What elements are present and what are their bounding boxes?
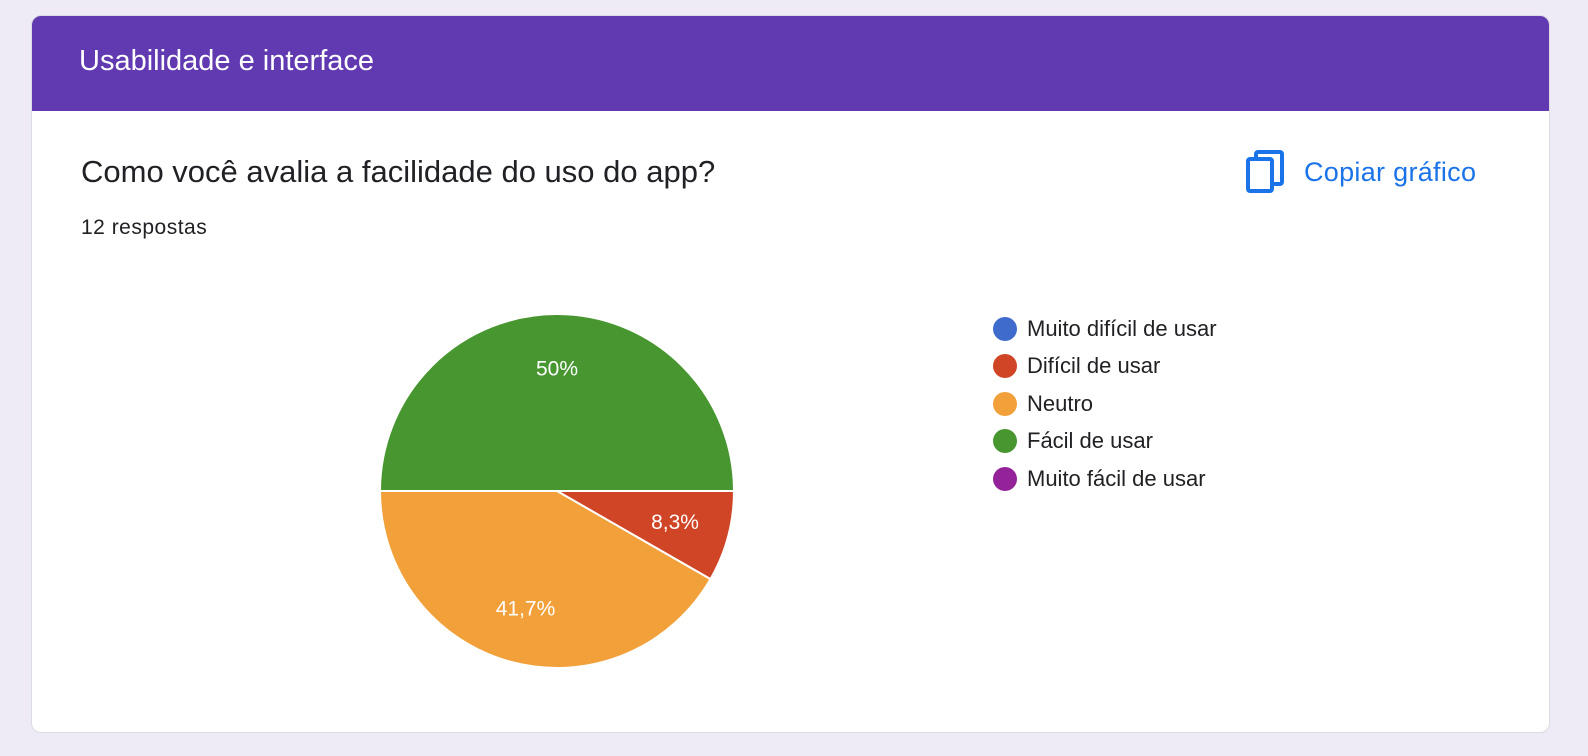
section-header: Usabilidade e interface xyxy=(32,16,1549,111)
pie-slice[interactable] xyxy=(378,490,712,669)
copy-chart-button[interactable]: Copiar gráfico xyxy=(1240,148,1482,196)
question-title: Como você avalia a facilidade do uso do … xyxy=(81,154,716,189)
legend-item: Difícil de usar xyxy=(993,348,1217,386)
legend-swatch xyxy=(993,316,1017,341)
legend-label: Fácil de usar xyxy=(1027,428,1153,454)
legend-item: Muito fácil de usar xyxy=(993,460,1217,498)
legend-swatch xyxy=(993,354,1017,379)
question-card: Usabilidade e interface Como você avalia… xyxy=(31,15,1550,733)
legend-swatch xyxy=(993,466,1017,491)
chart-legend: Muito difícil de usar Difícil de usar Neut… xyxy=(993,310,1217,498)
copy-chart-label: Copiar gráfico xyxy=(1304,156,1477,187)
legend-swatch xyxy=(993,429,1017,454)
legend-swatch xyxy=(993,391,1017,416)
legend-item: Muito difícil de usar xyxy=(993,310,1217,348)
slice-label: 8,3% xyxy=(651,511,699,534)
slice-label: 50% xyxy=(536,357,578,380)
slice-label: 41,7% xyxy=(496,598,556,621)
section-title: Usabilidade e interface xyxy=(79,45,375,77)
copy-icon xyxy=(1246,150,1284,193)
legend-label: Difícil de usar xyxy=(1027,353,1161,379)
pie-chart: 8,3% 41,7% 50% xyxy=(378,313,736,669)
legend-label: Muito fácil de usar xyxy=(1027,465,1206,491)
legend-item: Neutro xyxy=(993,385,1217,423)
legend-label: Neutro xyxy=(1027,390,1094,416)
legend-label: Muito difícil de usar xyxy=(1027,315,1217,341)
pie-slice[interactable] xyxy=(553,490,736,581)
legend-item: Fácil de usar xyxy=(993,423,1217,461)
pie-slice[interactable] xyxy=(378,313,736,492)
response-count: 12 respostas xyxy=(81,216,208,239)
